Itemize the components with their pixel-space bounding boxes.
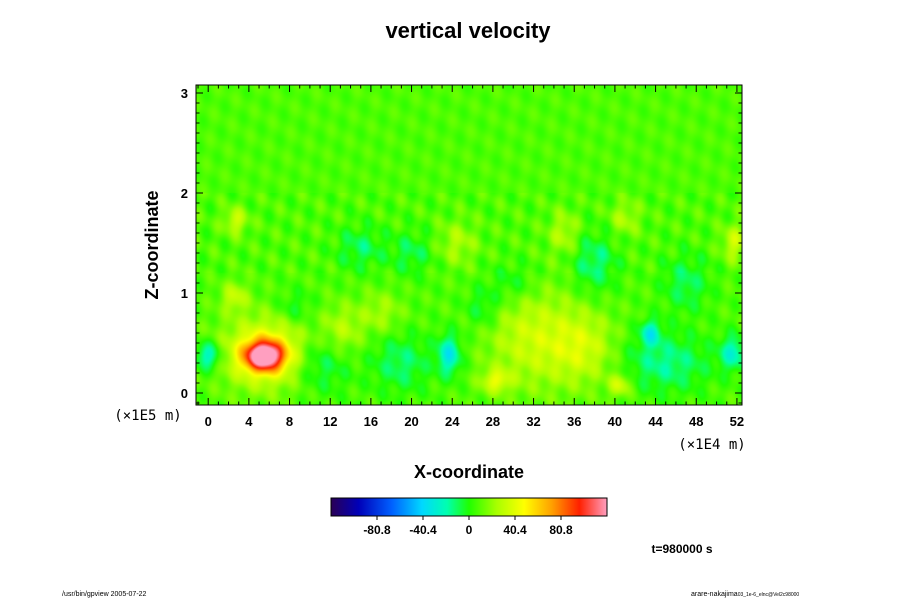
x-tick-label: 20 bbox=[404, 414, 418, 429]
plot-frame bbox=[195, 84, 743, 406]
x-tick-label: 48 bbox=[689, 414, 703, 429]
chart-title: vertical velocity bbox=[385, 18, 551, 43]
y-tick-label: 2 bbox=[181, 186, 188, 201]
y-axis: 0 1 2 3 bbox=[181, 86, 742, 404]
y-axis-label: Z-coordinate bbox=[142, 190, 162, 299]
colorbar-strip bbox=[330, 497, 608, 517]
colorbar-ticks: -80.8 -40.4 0 40.4 80.8 bbox=[363, 516, 573, 537]
x-axis: 0 4 8 12 16 20 24 28 32 36 40 44 48 52 bbox=[197, 85, 744, 429]
x-tick-label: 40 bbox=[608, 414, 622, 429]
colorbar-tick-label: -80.8 bbox=[363, 523, 391, 537]
x-tick-label: 28 bbox=[486, 414, 500, 429]
y-unit-label: (×1E5 m) bbox=[114, 408, 181, 424]
x-tick-label: 52 bbox=[730, 414, 744, 429]
x-tick-label: 32 bbox=[526, 414, 540, 429]
colorbar-tick-label: -40.4 bbox=[409, 523, 437, 537]
x-tick-label: 4 bbox=[245, 414, 253, 429]
colorbar-tick-label: 40.4 bbox=[503, 523, 527, 537]
x-tick-label: 8 bbox=[286, 414, 293, 429]
footer-right-sub: 03_1e-6_elnc@Vel2c98000 bbox=[738, 592, 800, 598]
colorbar: -80.8 -40.4 0 40.4 80.8 bbox=[330, 497, 608, 537]
x-tick-label: 24 bbox=[445, 414, 460, 429]
x-tick-label: 36 bbox=[567, 414, 581, 429]
y-tick-label: 1 bbox=[181, 286, 188, 301]
colorbar-tick-label: 80.8 bbox=[549, 523, 573, 537]
time-label: t=980000 s bbox=[651, 542, 712, 556]
x-tick-label: 0 bbox=[205, 414, 212, 429]
colorbar-tick-label: 0 bbox=[466, 523, 473, 537]
footer-left: /usr/bin/gpview 2005-07-22 bbox=[62, 591, 147, 598]
x-tick-label: 44 bbox=[648, 414, 663, 429]
heatmap bbox=[196, 85, 742, 405]
heatmap-field bbox=[196, 85, 742, 405]
y-tick-label: 0 bbox=[181, 386, 188, 401]
x-tick-label: 16 bbox=[364, 414, 378, 429]
y-tick-label: 3 bbox=[181, 86, 188, 101]
footer-right-main: arare-nakajima bbox=[691, 591, 738, 598]
x-tick-label: 12 bbox=[323, 414, 337, 429]
x-axis-label: X-coordinate bbox=[414, 462, 524, 482]
footer-right: arare-nakajima03_1e-6_elnc@Vel2c98000 bbox=[691, 591, 799, 598]
x-unit-label: (×1E4 m) bbox=[678, 437, 745, 453]
